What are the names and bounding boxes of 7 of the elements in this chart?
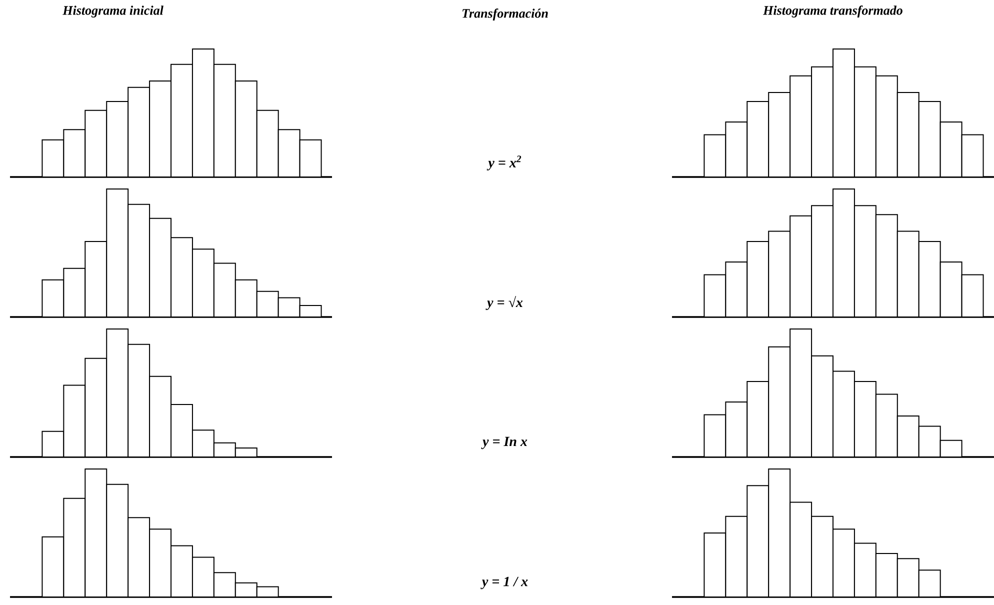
text: y = In x: [481, 436, 528, 450]
chart-title: Histograma transformado: [763, 6, 902, 18]
text: Transformación: [462, 8, 548, 20]
text: y = x$^{2}$: [486, 156, 522, 170]
text: y = 1 / x: [480, 576, 528, 590]
text: y = √x: [486, 296, 523, 310]
chart-title: Histograma inicial: [62, 6, 164, 18]
